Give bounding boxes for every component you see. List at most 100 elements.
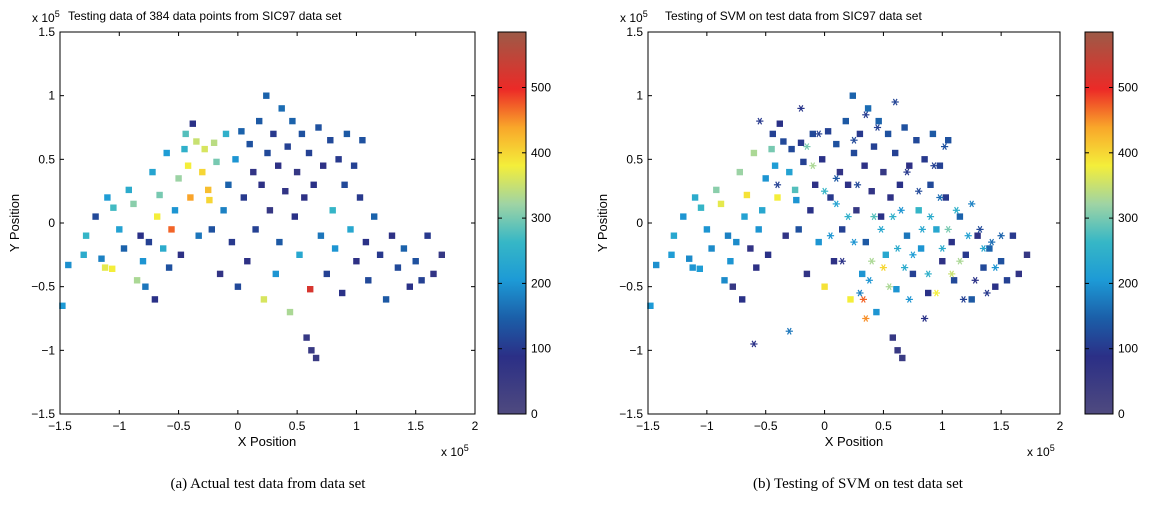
panel-b: x 105 Testing of SVM on test data from S…: [595, 9, 1138, 459]
data-point: [365, 277, 372, 284]
predicted-point: [850, 136, 858, 144]
data-point: [208, 226, 215, 233]
x-tick-label: 1.5: [407, 419, 424, 433]
panel-a-colorbar-ticks: 0 100 200 300 400 500: [498, 81, 551, 421]
panel-b-title: Testing of SVM on test data from SIC97 d…: [665, 9, 922, 23]
data-point: [847, 296, 854, 303]
data-point: [769, 130, 776, 138]
data-point: [263, 92, 270, 99]
predicted-point: [921, 315, 929, 322]
data-point: [753, 264, 760, 271]
predicted-point: [909, 251, 917, 259]
data-point: [272, 270, 279, 278]
colorbar-tick-label: 100: [1118, 342, 1138, 356]
data-point: [877, 213, 885, 220]
predicted-point: [936, 194, 944, 201]
data-point: [256, 117, 263, 125]
data-point: [240, 194, 247, 201]
data-point: [301, 194, 308, 201]
data-point: [875, 117, 882, 125]
predicted-point: [879, 264, 887, 271]
data-point: [887, 194, 894, 201]
data-point: [216, 270, 224, 278]
data-point: [252, 226, 259, 233]
data-point: [894, 347, 901, 354]
data-point: [116, 226, 123, 233]
data-point: [193, 138, 200, 145]
x-tick-label: 2: [472, 419, 479, 433]
data-point: [864, 105, 872, 112]
panel-a-x-multiplier: x 105: [441, 443, 469, 459]
data-point: [812, 181, 819, 188]
data-point: [780, 138, 787, 145]
data-point: [92, 213, 99, 220]
data-point: [225, 181, 232, 188]
data-point: [315, 124, 322, 131]
data-point: [859, 270, 866, 278]
predicted-point: [938, 245, 946, 252]
data-point: [145, 238, 153, 246]
data-point: [750, 149, 758, 157]
data-point: [343, 130, 351, 138]
x-tick-label: 1: [353, 419, 360, 433]
data-point: [284, 143, 291, 150]
data-point: [833, 140, 840, 148]
data-point: [927, 181, 934, 188]
data-point: [181, 145, 188, 153]
predicted-point: [891, 98, 899, 106]
data-point: [305, 149, 313, 157]
data-point: [788, 145, 795, 153]
data-point: [680, 213, 687, 220]
y-tick-label: 0.5: [626, 152, 643, 166]
colorbar-tick-label: 0: [1118, 407, 1125, 421]
data-point: [213, 158, 220, 166]
data-point: [388, 232, 396, 239]
data-point: [925, 289, 932, 297]
predicted-point: [838, 257, 846, 265]
data-point: [917, 245, 925, 252]
data-point: [807, 207, 814, 214]
predicted-point: [959, 295, 968, 303]
data-point: [308, 347, 315, 354]
predicted-point: [979, 245, 988, 252]
panel-a-y-multiplier: x 105: [32, 9, 60, 25]
data-point: [948, 238, 955, 246]
data-point: [151, 296, 159, 303]
data-point: [842, 117, 849, 125]
data-point: [168, 226, 175, 233]
colorbar-tick-label: 400: [1118, 146, 1138, 160]
data-point: [986, 245, 993, 252]
data-point: [849, 92, 856, 99]
panel-a-x-label: X Position: [238, 434, 297, 449]
predicted-point: [803, 143, 811, 151]
predicted-point: [844, 213, 852, 221]
data-point: [906, 162, 913, 169]
data-point: [962, 251, 969, 258]
data-point: [286, 308, 294, 316]
x-tick-label: −1: [700, 419, 714, 433]
panel-a-plot-area: [59, 31, 476, 415]
data-point: [406, 283, 413, 290]
predicted-point: [976, 225, 984, 233]
predicted-point: [877, 225, 885, 233]
x-tick-label: −0.5: [167, 419, 191, 433]
colorbar-tick-label: 300: [1118, 211, 1138, 225]
data-point: [65, 261, 72, 269]
predicted-point: [991, 264, 999, 271]
data-point: [160, 245, 167, 252]
data-point: [1003, 277, 1011, 284]
data-point: [329, 207, 336, 214]
data-point: [759, 207, 766, 214]
data-point: [873, 308, 880, 316]
predicted-point: [873, 124, 882, 131]
data-point: [347, 226, 354, 233]
x-tick-label: 1: [939, 419, 946, 433]
data-point: [120, 245, 128, 252]
y-tick-label: 0: [636, 216, 643, 230]
data-point: [803, 270, 811, 278]
data-point: [244, 258, 251, 265]
data-point: [350, 162, 358, 169]
data-point: [827, 194, 834, 201]
y-tick-label: 1: [636, 89, 643, 103]
predicted-point: [856, 289, 864, 297]
